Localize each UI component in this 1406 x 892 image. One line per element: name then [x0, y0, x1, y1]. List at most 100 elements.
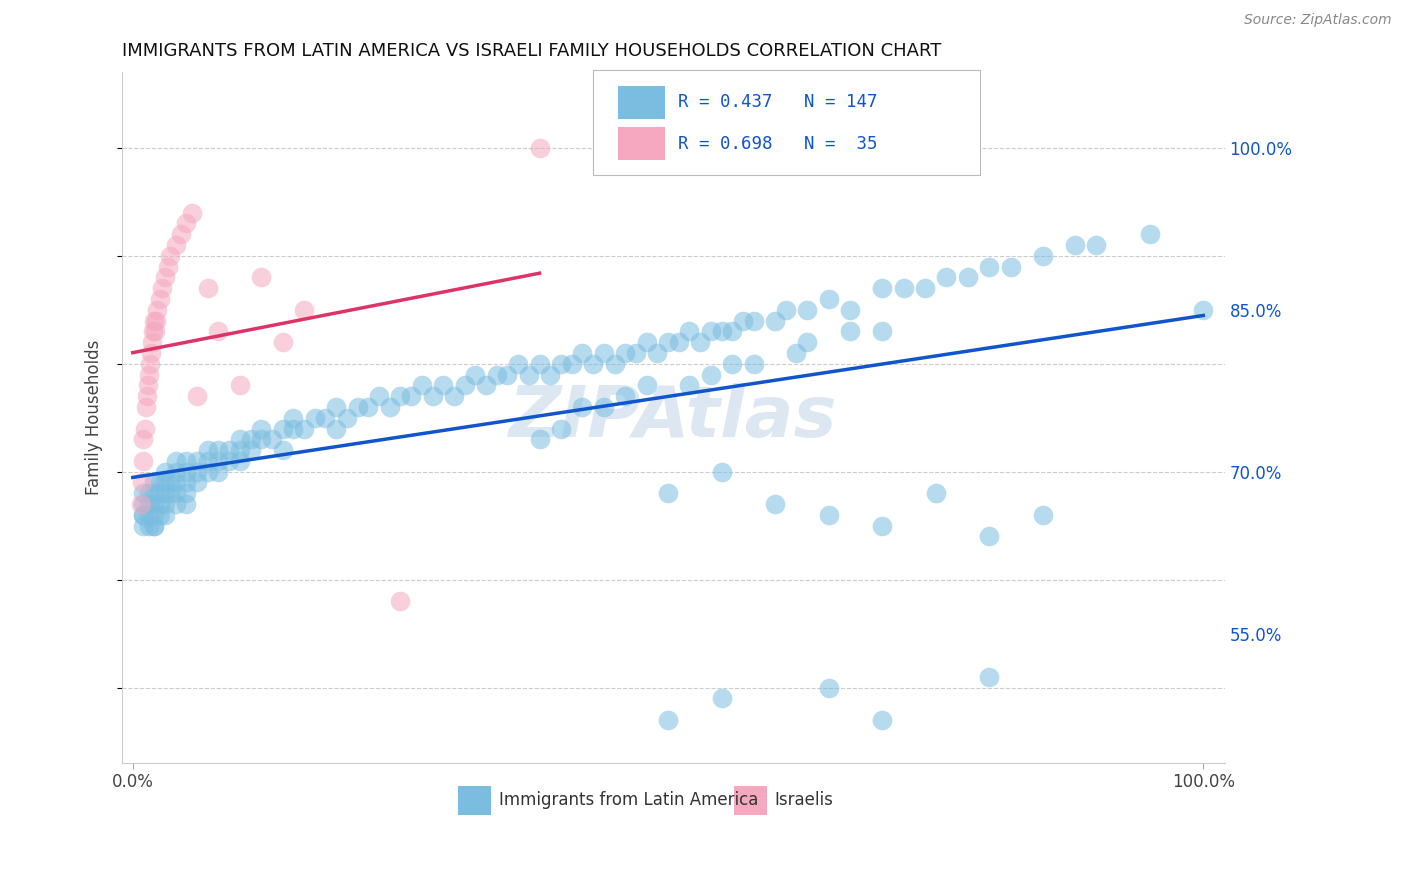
Point: [742, 313, 765, 327]
Point: [132, 433, 155, 447]
Point: [150, 281, 173, 295]
Point: [229, 443, 252, 458]
Point: [657, 335, 679, 350]
Point: [742, 357, 765, 371]
Point: [159, 486, 181, 500]
Point: [186, 475, 208, 490]
Point: [453, 378, 475, 392]
Point: [411, 378, 433, 392]
Point: [153, 486, 176, 500]
Point: [399, 389, 422, 403]
Point: [186, 465, 208, 479]
Point: [143, 497, 166, 511]
Point: [207, 443, 229, 458]
Point: [571, 346, 593, 360]
Point: [1032, 249, 1054, 263]
Text: ZIPAtlas: ZIPAtlas: [509, 384, 838, 452]
Point: [636, 335, 658, 350]
Point: [1000, 260, 1022, 274]
Point: [710, 465, 733, 479]
Point: [131, 497, 153, 511]
Point: [229, 454, 252, 468]
Point: [292, 421, 315, 435]
Point: [165, 497, 187, 511]
Point: [914, 281, 936, 295]
Point: [710, 691, 733, 706]
Point: [368, 389, 391, 403]
Point: [763, 497, 786, 511]
Text: R = 0.437   N = 147: R = 0.437 N = 147: [678, 93, 877, 112]
Point: [721, 357, 744, 371]
Point: [174, 465, 197, 479]
Point: [143, 518, 166, 533]
Point: [271, 443, 294, 458]
Point: [314, 410, 336, 425]
Point: [678, 378, 700, 392]
Point: [145, 313, 167, 327]
Point: [796, 335, 818, 350]
Point: [870, 281, 893, 295]
Point: [346, 400, 368, 414]
Point: [132, 497, 155, 511]
Point: [817, 681, 839, 695]
Point: [678, 325, 700, 339]
Point: [689, 335, 711, 350]
Point: [165, 454, 187, 468]
Point: [325, 421, 347, 435]
Point: [159, 249, 181, 263]
Point: [207, 325, 229, 339]
Point: [207, 454, 229, 468]
Point: [893, 281, 915, 295]
Point: [389, 389, 412, 403]
Point: [159, 475, 181, 490]
Point: [260, 433, 283, 447]
Point: [592, 400, 614, 414]
Point: [550, 357, 572, 371]
Point: [529, 357, 551, 371]
Text: R = 0.698   N =  35: R = 0.698 N = 35: [678, 135, 877, 153]
Point: [138, 508, 160, 522]
Point: [817, 292, 839, 306]
Point: [271, 335, 294, 350]
Point: [132, 518, 155, 533]
Point: [186, 389, 208, 403]
Point: [571, 400, 593, 414]
Point: [529, 141, 551, 155]
Point: [979, 529, 1001, 543]
FancyBboxPatch shape: [734, 786, 768, 815]
Point: [174, 475, 197, 490]
Point: [148, 475, 170, 490]
Point: [229, 378, 252, 392]
FancyBboxPatch shape: [458, 786, 492, 815]
Point: [785, 346, 807, 360]
Point: [229, 433, 252, 447]
Point: [143, 518, 166, 533]
Point: [1085, 238, 1108, 252]
Point: [170, 227, 193, 242]
Point: [138, 368, 160, 382]
Point: [292, 302, 315, 317]
Point: [529, 433, 551, 447]
Point: [174, 217, 197, 231]
Point: [197, 281, 219, 295]
Point: [870, 325, 893, 339]
Point: [508, 357, 530, 371]
Point: [935, 270, 957, 285]
Point: [174, 486, 197, 500]
Point: [153, 508, 176, 522]
Point: [550, 421, 572, 435]
Point: [132, 508, 155, 522]
Point: [148, 486, 170, 500]
Point: [647, 346, 669, 360]
Point: [153, 270, 176, 285]
Point: [710, 325, 733, 339]
Point: [135, 400, 157, 414]
Point: [389, 594, 412, 608]
Point: [239, 443, 262, 458]
Point: [304, 410, 326, 425]
Point: [336, 410, 359, 425]
Point: [378, 400, 401, 414]
Point: [496, 368, 519, 382]
Point: [700, 325, 723, 339]
Point: [250, 421, 273, 435]
